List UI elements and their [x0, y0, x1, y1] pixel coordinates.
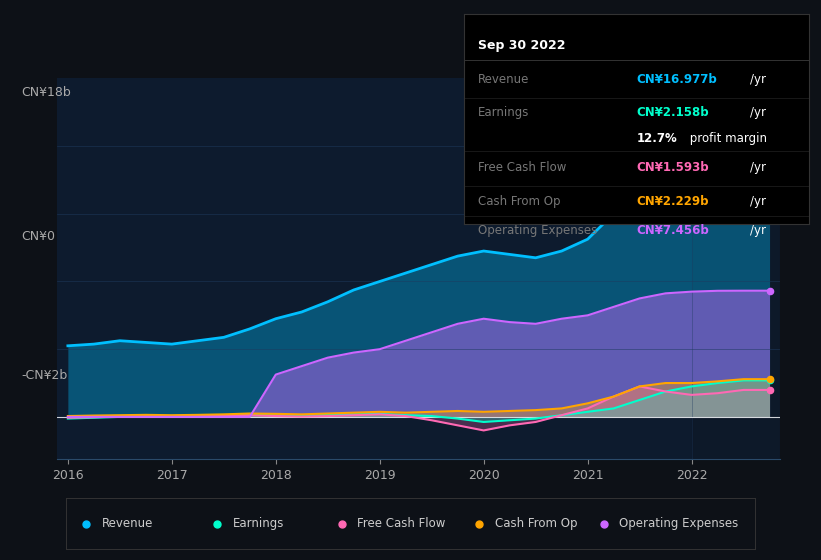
Text: profit margin: profit margin [686, 132, 768, 144]
Point [763, 376, 776, 385]
Text: Free Cash Flow: Free Cash Flow [478, 161, 566, 174]
Text: Operating Expenses: Operating Expenses [619, 517, 738, 530]
Text: Free Cash Flow: Free Cash Flow [356, 517, 445, 530]
Text: CN¥18b: CN¥18b [21, 86, 71, 99]
Text: Earnings: Earnings [478, 106, 529, 119]
Point [763, 375, 776, 384]
Text: /yr: /yr [750, 106, 766, 119]
Text: CN¥16.977b: CN¥16.977b [636, 73, 717, 86]
Text: CN¥2.229b: CN¥2.229b [636, 195, 709, 208]
Text: /yr: /yr [750, 224, 766, 237]
Point [763, 286, 776, 295]
Point [763, 385, 776, 394]
Text: /yr: /yr [750, 161, 766, 174]
Point [763, 125, 776, 134]
Text: /yr: /yr [750, 195, 766, 208]
Text: Revenue: Revenue [102, 517, 153, 530]
Text: 12.7%: 12.7% [636, 132, 677, 144]
Text: CN¥7.456b: CN¥7.456b [636, 224, 709, 237]
Bar [691, 78, 780, 459]
Text: Earnings: Earnings [232, 517, 284, 530]
Text: Revenue: Revenue [478, 73, 529, 86]
Text: Sep 30 2022: Sep 30 2022 [478, 39, 565, 52]
Text: CN¥0: CN¥0 [21, 230, 55, 243]
Text: Operating Expenses: Operating Expenses [478, 224, 597, 237]
Text: -CN¥2b: -CN¥2b [21, 369, 67, 382]
Text: Cash From Op: Cash From Op [494, 517, 577, 530]
Text: Cash From Op: Cash From Op [478, 195, 560, 208]
Text: CN¥2.158b: CN¥2.158b [636, 106, 709, 119]
Text: /yr: /yr [750, 73, 766, 86]
Text: CN¥1.593b: CN¥1.593b [636, 161, 709, 174]
